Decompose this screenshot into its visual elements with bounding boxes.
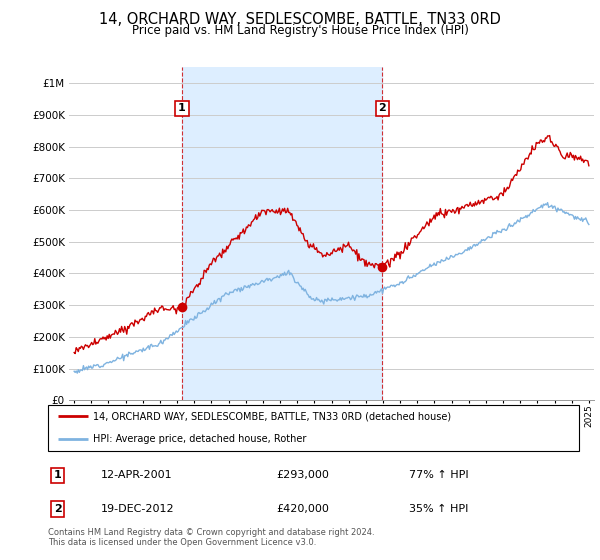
Text: 1: 1 bbox=[53, 470, 61, 480]
Text: 2: 2 bbox=[379, 104, 386, 114]
Text: 14, ORCHARD WAY, SEDLESCOMBE, BATTLE, TN33 0RD (detached house): 14, ORCHARD WAY, SEDLESCOMBE, BATTLE, TN… bbox=[93, 412, 451, 421]
Text: HPI: Average price, detached house, Rother: HPI: Average price, detached house, Roth… bbox=[93, 435, 307, 444]
Text: 14, ORCHARD WAY, SEDLESCOMBE, BATTLE, TN33 0RD: 14, ORCHARD WAY, SEDLESCOMBE, BATTLE, TN… bbox=[99, 12, 501, 27]
Text: Contains HM Land Registry data © Crown copyright and database right 2024.
This d: Contains HM Land Registry data © Crown c… bbox=[48, 528, 374, 547]
Text: 12-APR-2001: 12-APR-2001 bbox=[101, 470, 173, 480]
Text: 1: 1 bbox=[178, 104, 186, 114]
Text: £420,000: £420,000 bbox=[277, 504, 329, 514]
Text: £293,000: £293,000 bbox=[277, 470, 329, 480]
Text: 77% ↑ HPI: 77% ↑ HPI bbox=[409, 470, 469, 480]
Bar bbox=[182, 67, 382, 400]
Text: 2: 2 bbox=[53, 504, 61, 514]
Text: Price paid vs. HM Land Registry's House Price Index (HPI): Price paid vs. HM Land Registry's House … bbox=[131, 24, 469, 36]
Text: 35% ↑ HPI: 35% ↑ HPI bbox=[409, 504, 469, 514]
Text: 19-DEC-2012: 19-DEC-2012 bbox=[101, 504, 175, 514]
